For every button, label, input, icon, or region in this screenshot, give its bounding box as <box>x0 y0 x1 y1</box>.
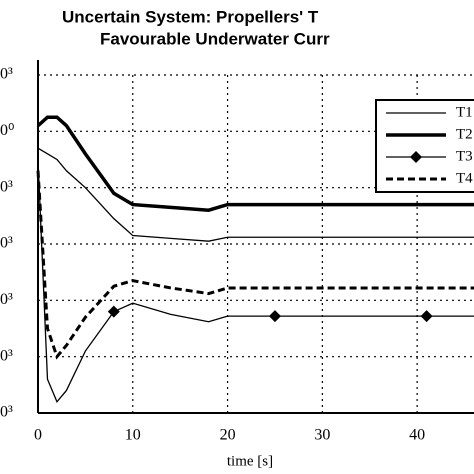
series-line <box>37 159 474 403</box>
series-marker <box>107 305 120 318</box>
y-tick-label: 0³ <box>0 66 13 83</box>
series-line <box>36 115 474 212</box>
x-tick-label: 30 <box>314 427 330 444</box>
y-tick-label: 0⁰ <box>0 122 14 139</box>
legend-label: T2 <box>456 126 473 142</box>
legend-marker <box>410 151 422 163</box>
x-tick-label: 0 <box>34 427 42 444</box>
x-axis-label: time [s] <box>227 453 273 469</box>
x-tick-label: 40 <box>409 427 425 444</box>
legend-label: T4 <box>456 170 473 186</box>
series-marker <box>268 310 281 323</box>
y-tick-label: 0³ <box>0 404 13 421</box>
x-tick-label: 20 <box>220 427 236 444</box>
series-line <box>36 170 474 360</box>
x-tick-label: 10 <box>125 427 141 444</box>
chart-title: Uncertain System: Propellers' T <box>62 7 319 26</box>
y-tick-label: 0³ <box>0 235 13 252</box>
y-tick-label: 0³ <box>0 178 13 195</box>
legend-box <box>375 99 474 193</box>
legend-label: T1 <box>456 104 473 120</box>
legend-label: T3 <box>456 148 473 164</box>
y-tick-label: 0³ <box>0 347 13 364</box>
series-line <box>37 147 474 242</box>
y-tick-label: 0³ <box>0 291 13 308</box>
series-marker <box>420 310 433 323</box>
chart-subtitle: Favourable Underwater Curr <box>100 29 330 48</box>
